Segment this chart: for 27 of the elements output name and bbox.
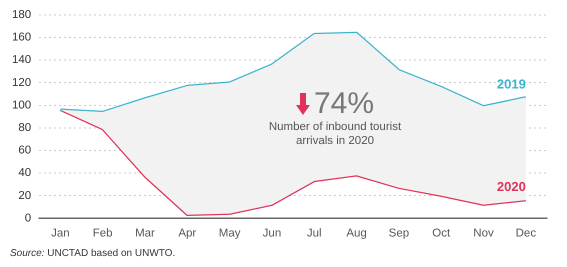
x-tick-label: Oct bbox=[432, 227, 451, 240]
series-label: 2020 bbox=[496, 179, 526, 194]
annotation: Number of inbound tourist arrivals in 2020 bbox=[268, 120, 402, 148]
series-label: 2019 bbox=[496, 76, 526, 92]
x-tick-label: Sep bbox=[388, 227, 410, 240]
x-tick-label: Aug bbox=[346, 227, 367, 240]
y-tick-label: 20 bbox=[18, 190, 32, 202]
x-tick-label: Jul bbox=[306, 227, 322, 240]
y-tick-label: 120 bbox=[12, 76, 32, 89]
annotation: 74% bbox=[314, 87, 374, 120]
x-tick-label: Jun bbox=[262, 227, 282, 240]
y-tick-label: 100 bbox=[12, 99, 32, 112]
x-tick-label: Nov bbox=[473, 227, 494, 240]
y-tick-label: 180 bbox=[12, 9, 32, 22]
y-tick-label: 40 bbox=[18, 167, 32, 180]
source-note: Source: UNCTAD based on UNWTO. bbox=[10, 248, 176, 259]
y-tick-label: 60 bbox=[18, 144, 32, 157]
y-tick-label: 80 bbox=[18, 122, 32, 134]
x-tick-label: Dec bbox=[516, 227, 536, 240]
x-tick-label: Jan bbox=[51, 227, 70, 240]
x-tick-label: May bbox=[218, 227, 241, 240]
y-tick-label: 0 bbox=[24, 212, 32, 224]
x-tick-label: Mar bbox=[135, 227, 156, 240]
x-tick-label: Feb bbox=[92, 227, 113, 240]
y-tick-label: 140 bbox=[12, 54, 32, 66]
y-tick-label: 160 bbox=[12, 32, 32, 44]
x-tick-label: Apr bbox=[178, 227, 196, 240]
